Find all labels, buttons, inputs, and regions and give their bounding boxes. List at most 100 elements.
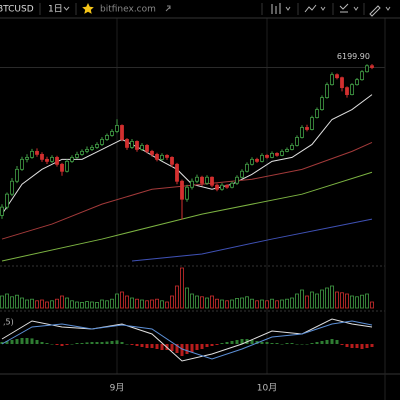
histogram-bar xyxy=(275,343,279,344)
volume-bar xyxy=(320,289,324,309)
volume-bar xyxy=(210,295,214,309)
compare-icon[interactable] xyxy=(339,3,349,13)
indicator-icon[interactable] xyxy=(304,4,317,13)
candle-body xyxy=(65,160,69,172)
histogram-bar xyxy=(75,343,79,344)
histogram-bar xyxy=(40,342,44,344)
volume-bar xyxy=(55,298,59,309)
volume-bar xyxy=(75,301,79,309)
volume-bar xyxy=(105,300,109,309)
histogram-bar xyxy=(195,344,199,350)
volume-bar xyxy=(280,299,284,309)
candle-body xyxy=(60,163,64,172)
candle-body xyxy=(190,180,194,188)
volume-bar xyxy=(255,300,259,309)
volume-bar xyxy=(370,301,374,309)
volume-bar xyxy=(95,301,99,309)
candle-body xyxy=(70,156,74,162)
candle-body xyxy=(235,176,239,184)
candle-body xyxy=(80,150,84,155)
volume-bar xyxy=(355,296,359,309)
candle-body xyxy=(370,65,374,68)
candle-body xyxy=(255,158,259,162)
candle-body xyxy=(15,168,19,182)
candle-body xyxy=(280,150,284,156)
candle-body xyxy=(180,180,184,200)
histogram-bar xyxy=(110,341,114,344)
volume-bar xyxy=(340,292,344,309)
candle-body xyxy=(290,144,294,150)
histogram-bar xyxy=(150,344,154,348)
volume-bar xyxy=(70,300,74,309)
candle-body xyxy=(160,154,164,160)
candle-body xyxy=(170,156,174,165)
candle-body xyxy=(325,84,329,98)
candle-body xyxy=(135,141,139,150)
histogram-bar xyxy=(210,344,214,346)
volume-bar xyxy=(325,287,329,309)
volume-bar xyxy=(335,291,339,309)
histogram-bar xyxy=(55,344,59,345)
candle-body xyxy=(200,176,204,184)
dropdown-icon[interactable] xyxy=(63,6,70,11)
x-tick-label: 10月 xyxy=(257,383,277,394)
volume-bar xyxy=(5,293,9,309)
histogram-bar xyxy=(250,340,254,344)
volume-bar xyxy=(140,299,144,309)
indicator-label: ,5) xyxy=(3,318,14,327)
toolbar: BTCUSD 1日 bitfinex.com xyxy=(0,0,400,19)
draw-icon[interactable] xyxy=(369,5,381,17)
volume-bar xyxy=(100,299,104,309)
histogram-bar xyxy=(325,340,329,344)
histogram-bar xyxy=(25,338,29,344)
symbol[interactable]: BTCUSD xyxy=(0,5,34,15)
candle-body xyxy=(220,184,224,190)
oscillator-line xyxy=(1,320,373,360)
dropdown-icon[interactable] xyxy=(353,6,359,11)
histogram-bar xyxy=(100,342,104,344)
volume-bar xyxy=(180,267,184,309)
volume-bar xyxy=(145,300,149,309)
candle-body xyxy=(305,127,309,130)
histogram-bar xyxy=(360,344,364,349)
histogram-bar xyxy=(240,339,244,344)
volume-bar xyxy=(330,285,334,309)
volume-bar xyxy=(125,295,129,309)
chart-type-icon[interactable] xyxy=(271,3,281,14)
star-icon[interactable] xyxy=(82,3,94,14)
moving-average xyxy=(1,171,373,262)
volume-bar xyxy=(295,293,299,309)
volume-bar xyxy=(90,301,94,309)
histogram-bar xyxy=(105,341,109,344)
candle-body xyxy=(195,176,199,182)
volume-bar xyxy=(215,298,219,309)
grid xyxy=(0,18,385,374)
moving-average xyxy=(131,218,373,262)
histogram-bar xyxy=(370,344,374,347)
histogram-bar xyxy=(290,343,294,344)
candle-body xyxy=(270,152,274,158)
histogram-bar xyxy=(20,338,24,344)
volume-bar xyxy=(160,300,164,309)
histogram-bar xyxy=(355,344,359,348)
candle-body xyxy=(340,77,344,89)
dropdown-icon[interactable] xyxy=(385,6,391,11)
volume-bar xyxy=(0,295,4,309)
link-icon[interactable] xyxy=(165,5,171,12)
histogram-bar xyxy=(140,344,144,347)
volume-bar xyxy=(170,295,174,309)
volume-bar xyxy=(120,291,124,309)
interval[interactable]: 1日 xyxy=(48,4,63,15)
histogram-bar xyxy=(60,344,64,346)
histogram-bar xyxy=(30,338,34,344)
volume-bar xyxy=(10,296,14,309)
histogram-bar xyxy=(70,344,74,345)
dropdown-icon[interactable] xyxy=(285,6,291,11)
histogram-bar xyxy=(300,344,304,345)
dropdown-icon[interactable] xyxy=(320,6,326,11)
candle-body xyxy=(210,176,214,186)
volume-bar xyxy=(115,293,119,309)
candle-body xyxy=(50,156,54,162)
histogram-bar xyxy=(220,343,224,344)
volume-bar xyxy=(230,299,234,309)
